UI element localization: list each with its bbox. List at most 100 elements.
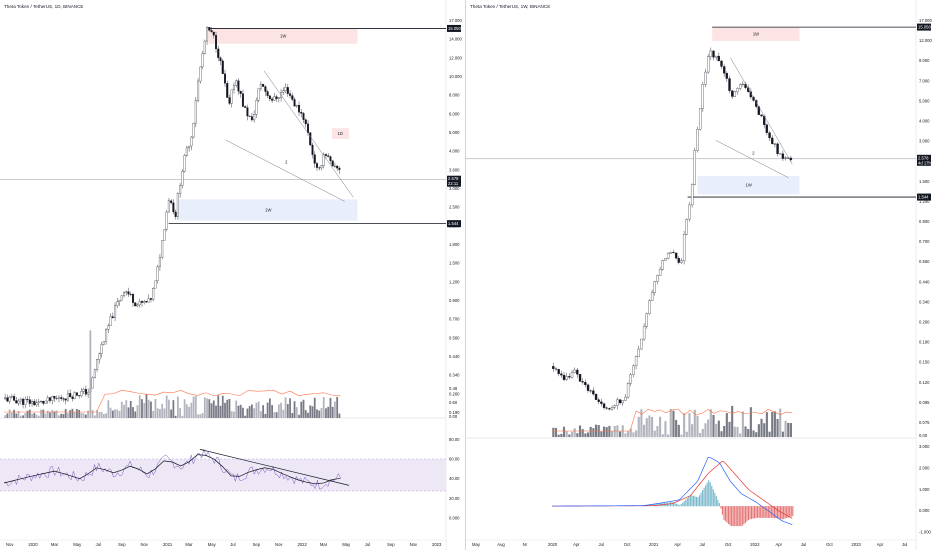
macd-histogram-bar	[792, 506, 794, 517]
candle-body	[13, 396, 16, 401]
price-tick-label: 5.000	[449, 130, 460, 135]
candle-body	[589, 390, 592, 392]
candle-body	[789, 157, 793, 161]
volume-bar	[277, 404, 280, 418]
macd-tick-label: 1.000	[919, 487, 930, 492]
candle-body	[91, 377, 94, 389]
volume-bar	[554, 427, 558, 437]
candle-body	[271, 98, 274, 101]
price-tick-label: 0.260	[449, 391, 460, 396]
time-tick-label: Oct	[725, 542, 732, 547]
macd-histogram-bar	[784, 506, 786, 519]
candle-body	[597, 399, 600, 402]
price-tick-label: 6.000	[449, 111, 460, 116]
candle-body	[48, 397, 51, 401]
right-chart-pane[interactable]: Theta Token / TetherUS, 1W, BINANCE 17.0…	[466, 0, 932, 550]
volume-bar	[123, 404, 125, 418]
volume-bar	[237, 405, 240, 418]
candle-body	[6, 397, 9, 402]
candle-body	[733, 91, 737, 97]
volume-bar	[118, 411, 121, 418]
left-chart-svg[interactable]: 17.000 14.000 12.000 10.000 8.000 6.000 5.000 4…	[0, 0, 466, 550]
price-tick-label: 1.200	[919, 199, 930, 204]
volume-bar	[170, 409, 173, 418]
time-tick-label: Apr	[674, 542, 681, 547]
left-chart-title: Theta Token / TetherUS, 1D, BINANCE	[4, 4, 84, 9]
macd-histogram-bar	[653, 503, 655, 507]
volume-bar	[188, 406, 190, 418]
candle-body	[669, 252, 672, 254]
macd-histogram-bar	[685, 499, 687, 507]
volume-bar	[31, 413, 33, 418]
price-tick-label: 12.000	[919, 38, 932, 43]
left-chart-pane[interactable]: Theta Token / TetherUS, 1D, BINANCE 17.0…	[0, 0, 466, 550]
macd-histogram-bar	[786, 506, 788, 519]
price-tick-label: 0.700	[449, 317, 460, 322]
candle-body	[576, 369, 579, 375]
candle-body	[731, 90, 734, 97]
time-tick-label: 2020	[548, 542, 558, 547]
volume-bar	[194, 396, 197, 418]
candle-body	[154, 280, 157, 289]
volume-bar	[242, 407, 244, 418]
volume-bar	[709, 409, 712, 437]
candle-body	[653, 281, 656, 293]
candle-body	[158, 257, 161, 268]
volume-bar	[736, 426, 739, 437]
macd-histogram-bar	[776, 506, 779, 519]
candle-body	[693, 150, 696, 185]
time-tick-label: Oct	[826, 542, 833, 547]
candle-body	[624, 396, 627, 401]
candle-body	[37, 401, 40, 404]
right-chart-svg[interactable]: 17.000 12.000 9.000 7.000 5.000 4.000 3.000 2.0…	[466, 0, 932, 550]
candle-body	[562, 374, 566, 380]
volume-axis-label: 0.00	[919, 433, 928, 438]
candle-body	[680, 260, 683, 263]
volume-bar	[661, 434, 664, 437]
volume-bar	[208, 399, 211, 418]
candle-body	[677, 258, 680, 263]
candle-body	[723, 66, 726, 74]
volume-bar	[127, 407, 130, 418]
candle-body	[192, 122, 195, 138]
volume-bar	[696, 415, 699, 437]
candle-body	[123, 292, 126, 296]
macd-histogram-bar	[679, 505, 681, 507]
time-tick-label: May	[73, 542, 82, 547]
candle-body	[656, 275, 659, 282]
candle-body	[736, 88, 739, 92]
volume-bar	[10, 412, 13, 418]
zone-label: 1W	[746, 183, 752, 188]
candle-body	[201, 53, 204, 68]
time-tick-label: Nov	[410, 542, 418, 547]
macd-histogram-bar	[672, 502, 675, 507]
volume-bar	[685, 431, 688, 437]
macd-histogram-bar	[734, 506, 736, 527]
volume-bar	[331, 406, 334, 418]
time-tick-label: Jul	[801, 542, 806, 547]
volume-bar	[212, 400, 215, 418]
macd-histogram-bar	[732, 506, 734, 527]
volume-bar	[334, 401, 336, 418]
volume-bar	[161, 403, 164, 418]
volume-bar	[111, 410, 114, 418]
time-tick-label: Sep	[387, 542, 395, 547]
volume-bar	[257, 401, 260, 418]
pane-divider[interactable]	[465, 0, 466, 550]
volume-bar	[648, 415, 651, 437]
volume-bar	[757, 424, 760, 437]
price-tick-label: 7.000	[919, 78, 930, 83]
volume-bar	[302, 399, 305, 418]
level-tag	[447, 220, 461, 228]
macd-histogram-bar	[688, 496, 690, 507]
time-tick-label: Nr	[523, 542, 528, 547]
macd-histogram-bar	[694, 496, 696, 507]
volume-bar	[760, 418, 763, 437]
candle-body	[188, 145, 191, 149]
candle-body	[152, 288, 155, 300]
volume-bar	[776, 418, 779, 437]
candle-body	[557, 369, 560, 375]
candle-body	[311, 144, 314, 155]
candle-body	[594, 393, 598, 400]
candle-body	[632, 365, 635, 375]
